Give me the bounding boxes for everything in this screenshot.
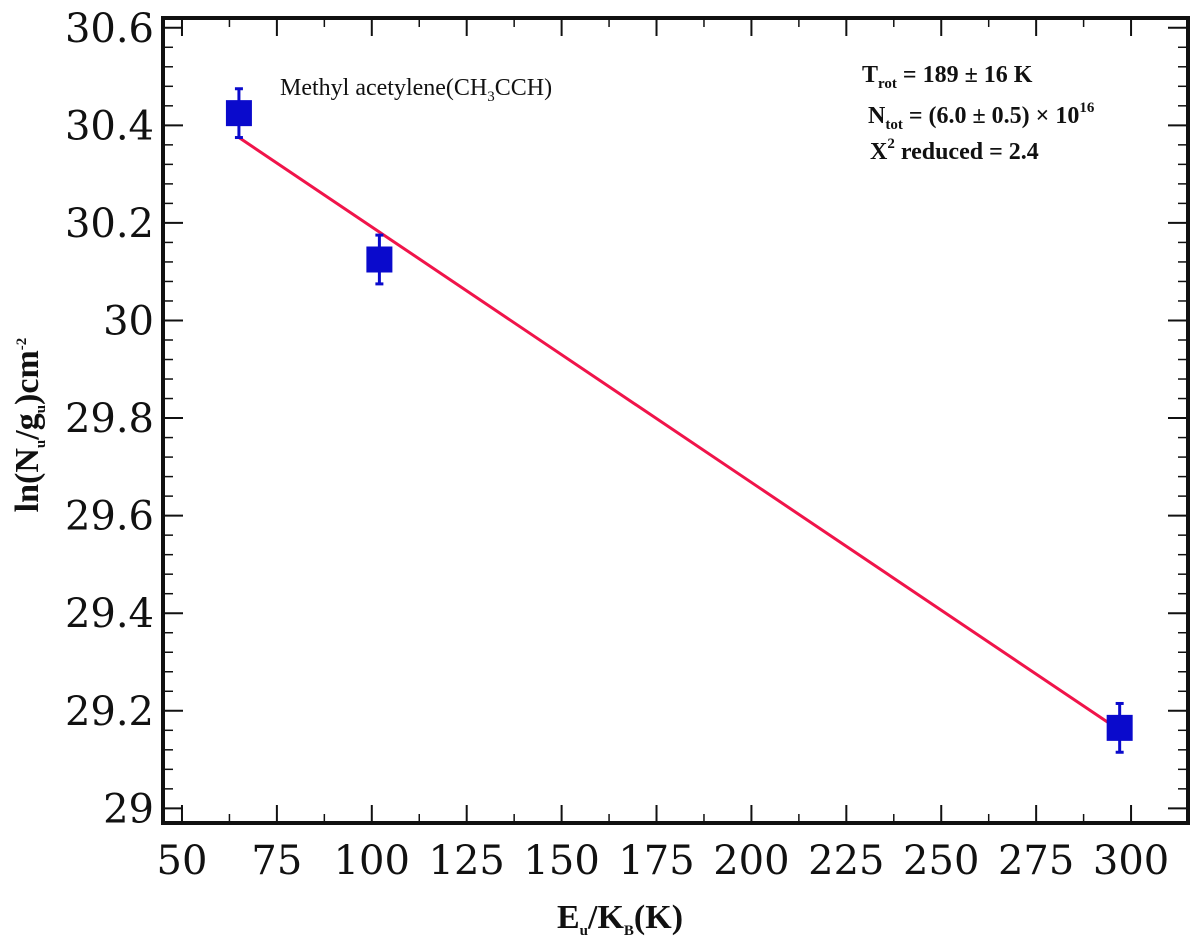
x-tick-label: 250	[903, 838, 979, 884]
ntot-annotation: Ntot = (6.0 ± 0.5) × 1016	[868, 100, 1095, 133]
data-point-marker	[1106, 714, 1133, 741]
y-tick-label: 30.6	[65, 6, 154, 52]
x-tick-label: 225	[808, 838, 884, 884]
y-tick-label: 29.4	[65, 591, 154, 637]
x-tick-label: 175	[618, 838, 694, 884]
plot-frame	[161, 16, 1190, 825]
y-tick-label: 30	[103, 298, 154, 344]
data-point-marker	[366, 246, 393, 273]
fit-line-group	[238, 136, 1121, 732]
y-tick-label: 30.4	[65, 103, 154, 149]
data-point-marker	[225, 100, 252, 127]
x-tick-label: 125	[429, 838, 505, 884]
x-axis-title: Eu/KB(K)	[557, 899, 683, 939]
x-tick-label: 50	[157, 838, 208, 884]
y-tick-label: 29	[103, 786, 154, 832]
x-tick-label: 100	[334, 838, 410, 884]
y-tick-label: 29.2	[65, 689, 154, 735]
y-axis-title: ln(Nu/gu)cm-2	[9, 338, 49, 513]
x-tick-label: 150	[523, 838, 599, 884]
y-tick-label: 29.8	[65, 396, 154, 442]
x-tick-label: 75	[251, 838, 302, 884]
x-tick-label: 300	[1093, 838, 1169, 884]
fit-line	[238, 136, 1121, 732]
y-tick-label: 29.6	[65, 494, 154, 540]
data-points	[225, 87, 1133, 754]
chi-squared-annotation: X2 reduced = 2.4	[870, 136, 1039, 165]
trot-annotation: Trot = 189 ± 16 K	[862, 62, 1033, 92]
series-label: Methyl acetylene(CH3CCH)	[280, 75, 552, 105]
axis-ticks	[163, 18, 1188, 823]
x-tick-label: 200	[713, 838, 789, 884]
x-tick-label: 275	[998, 838, 1074, 884]
y-tick-label: 30.2	[65, 201, 154, 247]
tick-labels: 50 75 100 125 150 175 200 225 250 275 300 29 29.2 29.…	[65, 6, 1169, 884]
